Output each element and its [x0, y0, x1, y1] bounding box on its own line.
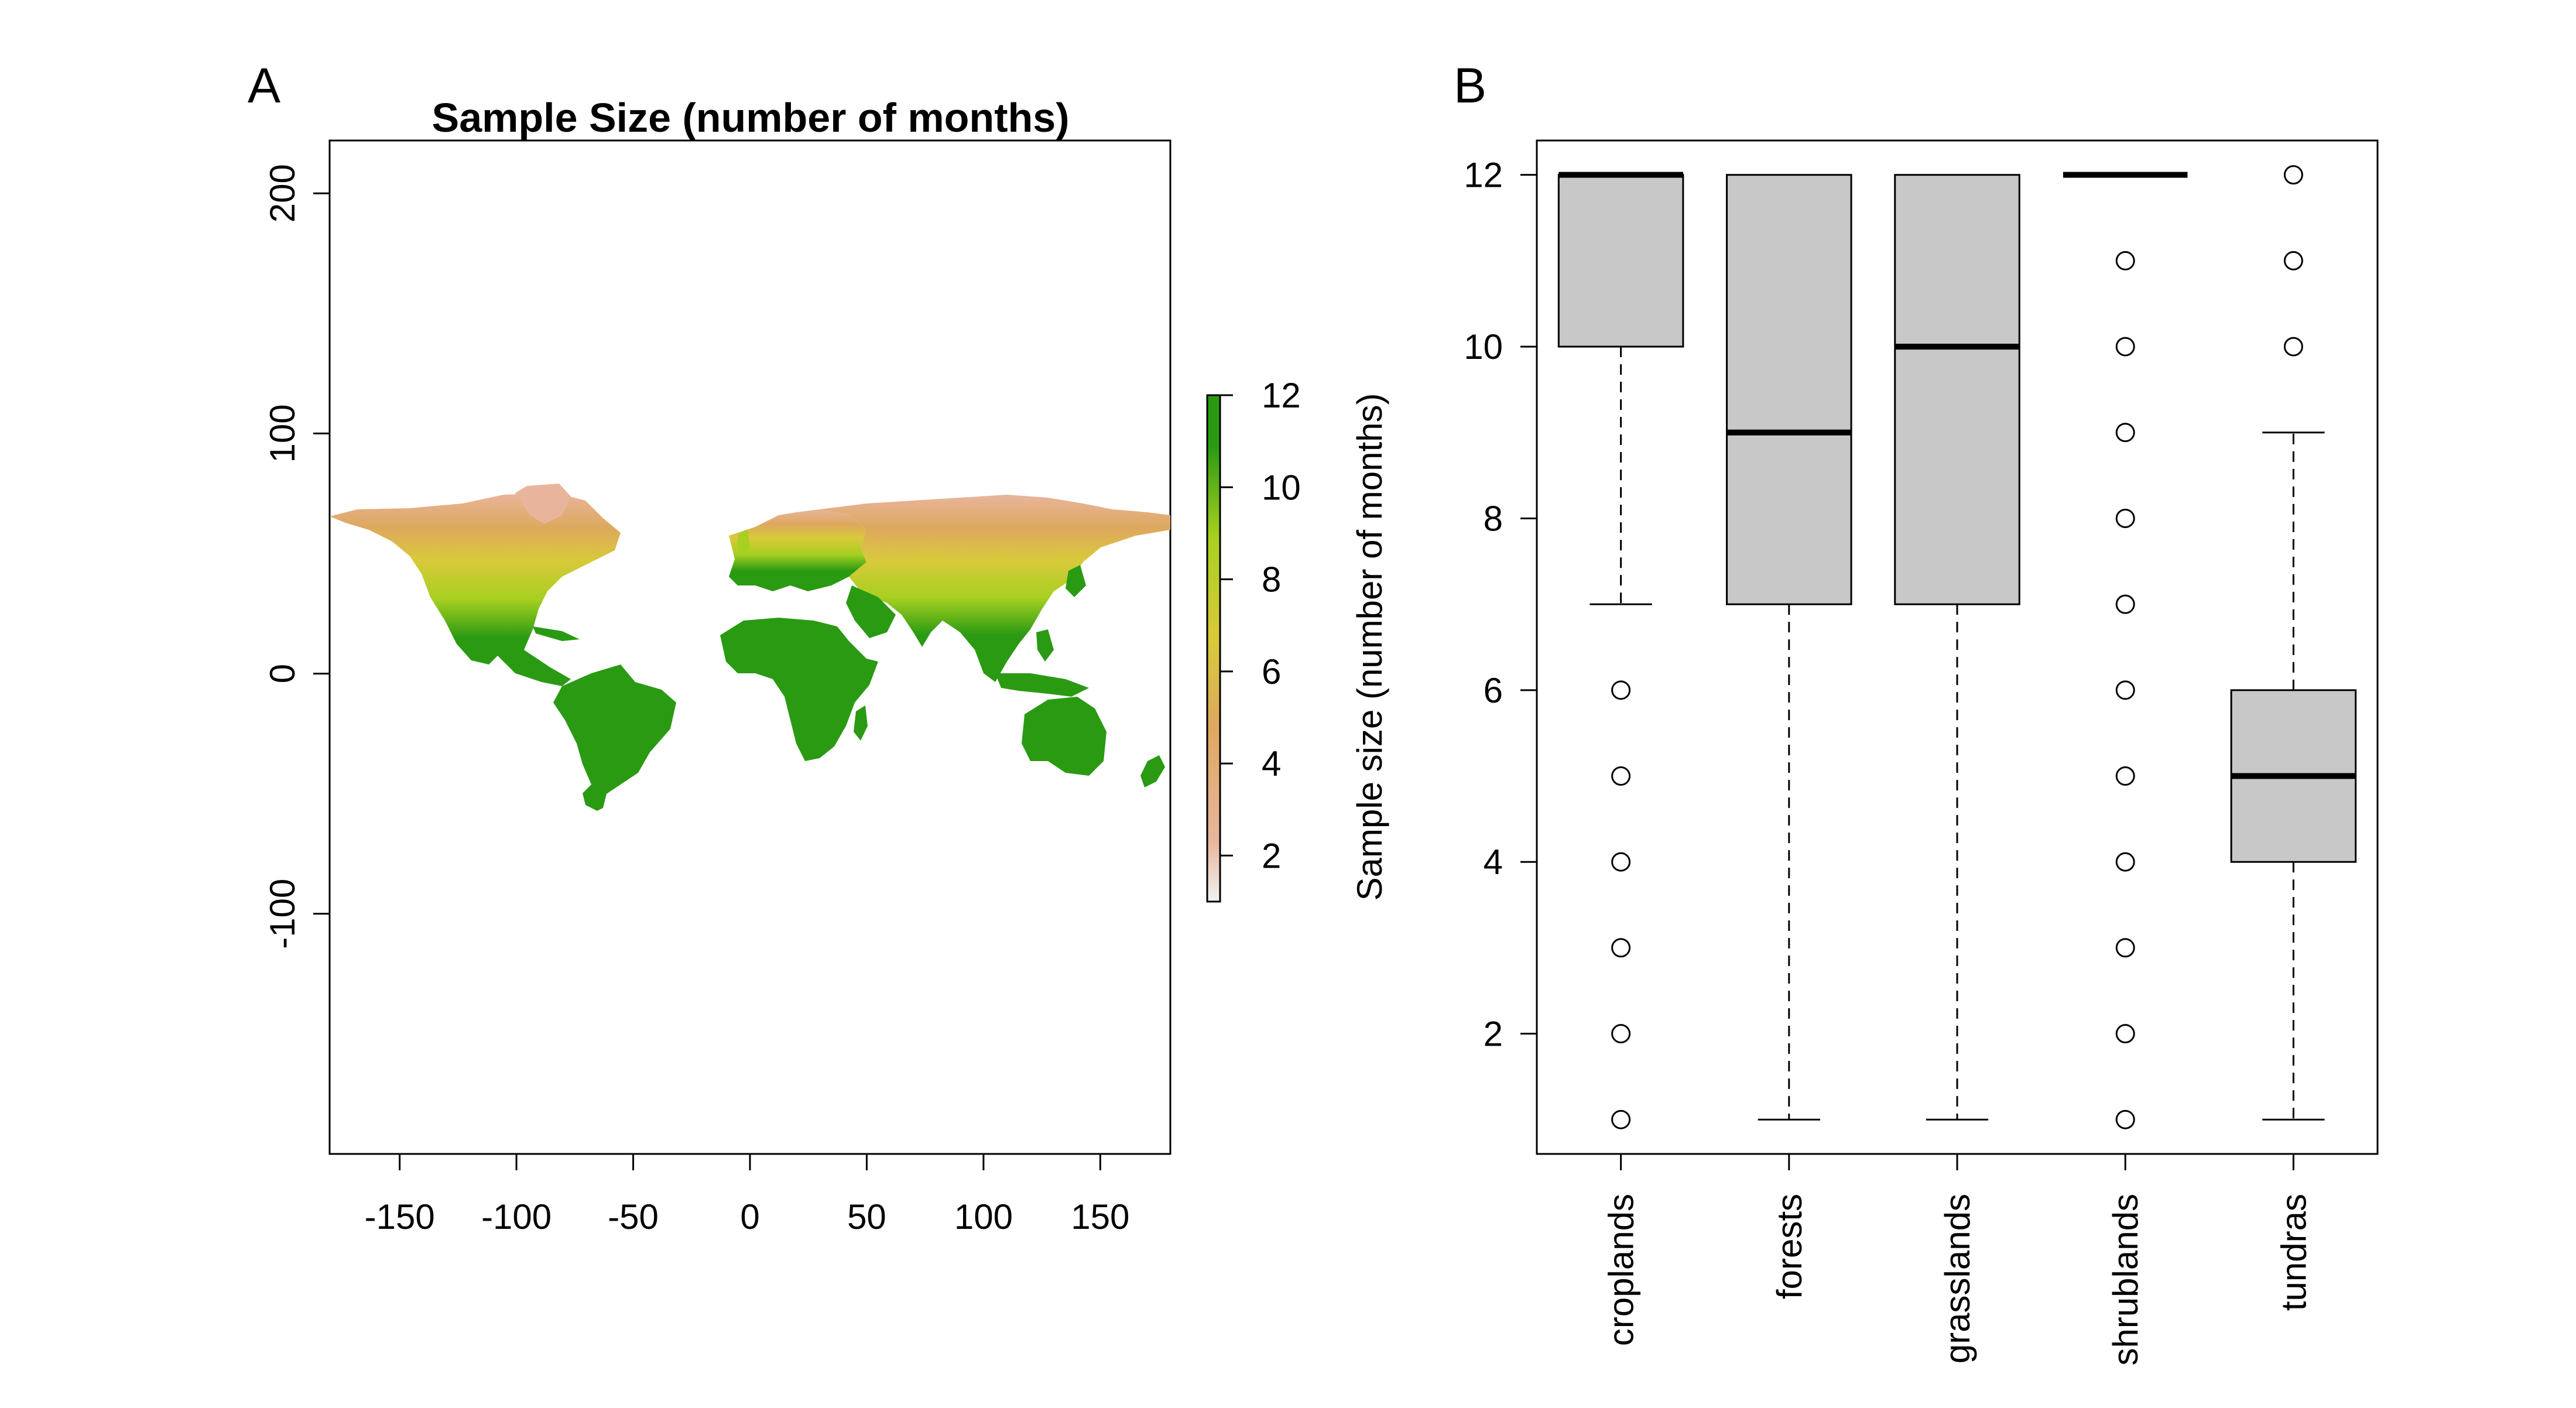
- box-y-tick-label: 8: [1484, 499, 1503, 538]
- map-x-tick-label: 50: [847, 1197, 886, 1236]
- box-iqr: [1557, 174, 1684, 348]
- land-new-zealand: [1140, 755, 1165, 787]
- box-outlier: [2283, 251, 2303, 270]
- box-y-tick-label: 10: [1464, 327, 1503, 366]
- land-australia: [1022, 697, 1107, 776]
- box-iqr: [1894, 174, 2020, 605]
- box-forests: [1726, 174, 1852, 1121]
- panel-a-letter: A: [248, 58, 280, 113]
- box-x-tick-label: tundras: [2274, 1194, 2313, 1311]
- land-greenland: [515, 484, 571, 524]
- box-outlier: [2115, 594, 2135, 614]
- box-outlier: [2283, 337, 2303, 357]
- map-y-tick-label: 0: [263, 664, 302, 683]
- box-y-tick-label: 6: [1484, 671, 1503, 710]
- panel-a-title: Sample Size (number of months): [432, 95, 1070, 141]
- map-y-tick-label: -100: [263, 879, 302, 949]
- land-british-isles: [737, 529, 751, 556]
- box-tundras: [2230, 165, 2357, 1121]
- map-y-tick-label: 100: [263, 404, 302, 463]
- box-outlier: [2283, 165, 2303, 185]
- legend-tick-label: 4: [1262, 744, 1281, 783]
- map-x-tick-label: 100: [954, 1197, 1013, 1236]
- box-x-tick-label: grasslands: [1938, 1194, 1977, 1364]
- box-y-tick-label: 2: [1484, 1015, 1503, 1054]
- map-x-tick-label: -150: [365, 1197, 435, 1236]
- box-outlier: [1611, 680, 1631, 700]
- box-outlier: [2115, 1109, 2135, 1129]
- box-outlier: [1611, 852, 1631, 872]
- box-x-tick-label: croplands: [1602, 1194, 1641, 1346]
- box-outlier: [2115, 680, 2135, 700]
- legend-ticks: 2 4 6 8 10 12: [1220, 376, 1301, 875]
- land-europe: [729, 509, 866, 591]
- land-philippines: [1036, 629, 1054, 662]
- legend-tick-label: 10: [1262, 468, 1301, 507]
- land-asia: [820, 495, 1170, 682]
- map-axes: -150 -100 -50 0 50 100 150 -100 0 100 200: [263, 164, 1129, 1236]
- legend-tick-label: 8: [1262, 560, 1281, 599]
- map-x-tick-label: 0: [740, 1197, 759, 1236]
- box-outlier: [2115, 251, 2135, 270]
- box-axes: 2 4 6 8 10 12 croplands forests grasslands shrubl…: [1464, 156, 2313, 1366]
- legend-tick-label: 12: [1262, 376, 1301, 415]
- box-outlier: [2115, 423, 2135, 443]
- map-y-tick-label: 200: [263, 164, 302, 222]
- box-x-tick-label: shrublands: [2106, 1194, 2145, 1366]
- legend-tick-label: 6: [1262, 652, 1281, 691]
- box-outlier: [2115, 1024, 2135, 1044]
- box-y-tick-label: 12: [1464, 156, 1503, 195]
- box-shrublands: [2063, 172, 2188, 1129]
- box-outlier: [1611, 1024, 1631, 1044]
- box-outlier: [1611, 1109, 1631, 1129]
- map-x-tick-label: -100: [481, 1197, 551, 1236]
- land-indonesia: [995, 673, 1089, 697]
- box-outlier: [2115, 938, 2135, 958]
- box-marks: [1557, 165, 2357, 1129]
- land-africa: [720, 618, 878, 761]
- land-caribbean: [533, 626, 580, 641]
- legend-tick-label: 2: [1262, 836, 1281, 875]
- box-outlier: [2115, 766, 2135, 786]
- box-x-tick-label: forests: [1770, 1194, 1809, 1299]
- box-iqr: [1726, 174, 1852, 605]
- legend-colorbar: [1206, 394, 1221, 903]
- box-croplands: [1557, 172, 1684, 1129]
- box-outlier: [2115, 337, 2135, 357]
- land-japan: [1066, 565, 1086, 597]
- map-plot-frame: [328, 139, 1171, 1155]
- world-map: [330, 484, 1170, 811]
- box-outlier: [2115, 852, 2135, 872]
- land-madagascar: [854, 705, 868, 741]
- land-arabia: [846, 585, 896, 638]
- box-grasslands: [1894, 174, 2020, 1121]
- land-patagonia: [583, 784, 609, 811]
- box-y-tick-label: 4: [1484, 842, 1503, 882]
- map-x-tick-label: 150: [1071, 1197, 1129, 1236]
- box-plot-frame: [1536, 139, 2379, 1155]
- box-ylabel: Sample size (number of months): [1350, 393, 1389, 900]
- map-x-tick-label: -50: [608, 1197, 659, 1236]
- box-outlier: [1611, 938, 1631, 958]
- land-south-america: [553, 664, 676, 796]
- panel-b-letter: B: [1454, 58, 1486, 113]
- box-outlier: [2115, 508, 2135, 528]
- box-outlier: [1611, 766, 1631, 786]
- land-north-america: [330, 493, 621, 686]
